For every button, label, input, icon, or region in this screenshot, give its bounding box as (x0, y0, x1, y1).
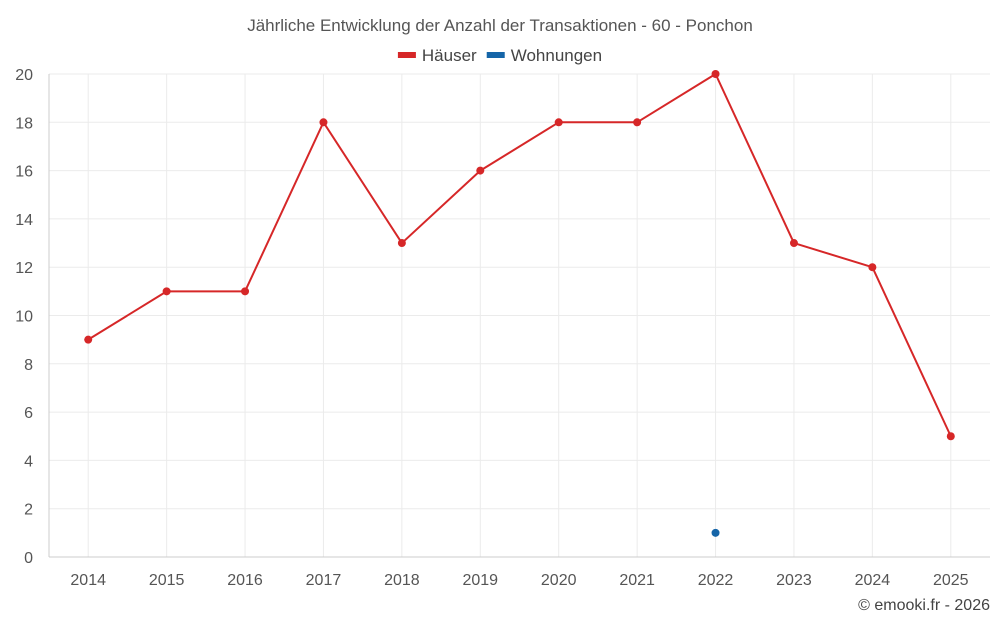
legend-label: Wohnungen (511, 46, 602, 65)
x-tick-label: 2016 (227, 572, 263, 589)
data-point-h-user[interactable] (162, 287, 171, 296)
y-tick-label: 16 (15, 164, 33, 181)
y-tick-label: 20 (15, 67, 33, 84)
data-point-h-user[interactable] (319, 118, 328, 127)
data-point-h-user[interactable] (476, 166, 485, 175)
series-group (84, 70, 955, 537)
x-tick-label: 2022 (698, 572, 734, 589)
x-tick-label: 2025 (933, 572, 969, 589)
data-point-h-user[interactable] (633, 118, 642, 127)
data-point-h-user[interactable] (789, 239, 798, 248)
y-tick-label: 4 (24, 453, 33, 470)
legend-item-h-user[interactable]: Häuser (397, 46, 477, 65)
y-tick-label: 6 (24, 405, 33, 422)
legend-swatch (397, 52, 416, 58)
y-tick-label: 14 (15, 212, 33, 229)
legend-swatch (486, 52, 505, 58)
legend-label: Häuser (422, 46, 477, 65)
y-tick-label: 12 (15, 260, 33, 277)
x-tick-label: 2019 (462, 572, 498, 589)
y-tick-label: 0 (24, 550, 33, 567)
series-line-h-user (87, 73, 952, 437)
x-tick-label: 2023 (776, 572, 812, 589)
legend-item-wohnungen[interactable]: Wohnungen (486, 46, 602, 65)
x-tick-label: 2021 (619, 572, 655, 589)
data-point-h-user[interactable] (868, 263, 877, 272)
grid (49, 73, 990, 557)
data-point-h-user[interactable] (711, 70, 720, 78)
x-tick-label: 2014 (70, 572, 106, 589)
x-tick-label: 2020 (541, 572, 577, 589)
legend: Häuser Wohnungen (397, 46, 602, 65)
data-point-h-user[interactable] (554, 118, 563, 127)
y-tick-label: 2 (24, 502, 33, 519)
data-point-wohnungen[interactable] (711, 528, 720, 537)
x-tick-label: 2024 (855, 572, 891, 589)
y-tick-label: 8 (24, 357, 33, 374)
x-tick-label: 2015 (149, 572, 185, 589)
data-point-h-user[interactable] (397, 239, 406, 248)
data-point-h-user[interactable] (946, 432, 955, 441)
chart-title: Jährliche Entwicklung der Anzahl der Tra… (247, 16, 753, 35)
data-point-h-user[interactable] (84, 335, 93, 344)
data-point-h-user[interactable] (241, 287, 250, 296)
y-tick-label: 10 (15, 309, 33, 326)
axes: 0 2 4 6 8 10 12 14 16 18 20 2014 2015 2016 2017 2018 201… (15, 67, 990, 589)
y-tick-label: 18 (15, 115, 33, 132)
x-tick-label: 2017 (306, 572, 342, 589)
credit-text: © emooki.fr - 2026 (858, 597, 990, 614)
x-tick-label: 2018 (384, 572, 420, 589)
